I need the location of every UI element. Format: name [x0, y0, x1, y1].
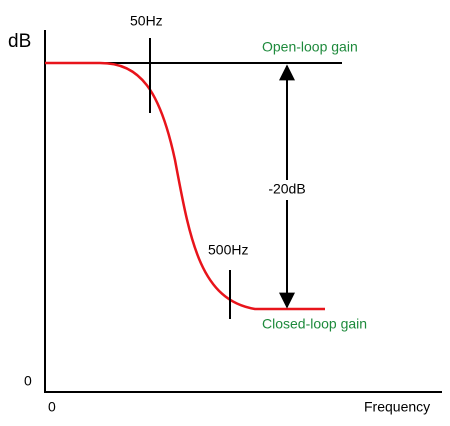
y-axis-label: dB — [8, 31, 31, 52]
marker-label: 500Hz — [208, 242, 248, 258]
x-zero-label: 0 — [48, 399, 56, 415]
difference-label: -20dB — [268, 181, 305, 197]
label-background — [262, 180, 312, 200]
marker-label: 50Hz — [130, 13, 163, 29]
closed-loop-curve — [45, 61, 325, 311]
y-zero-label: 0 — [24, 373, 32, 389]
open-loop-label: Open-loop gain — [262, 39, 358, 55]
closed-loop-label: Closed-loop gain — [262, 316, 367, 332]
x-axis-label: Frequency — [364, 399, 430, 415]
